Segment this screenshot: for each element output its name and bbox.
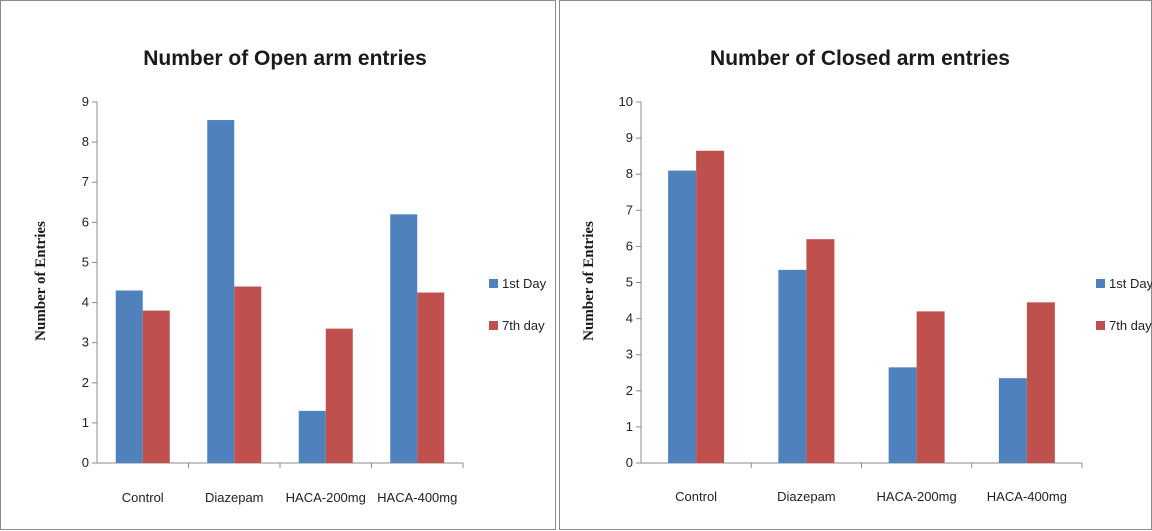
y-tick-label: 0 (82, 455, 89, 470)
y-tick-label: 6 (626, 238, 633, 253)
y-tick-label: 6 (82, 214, 89, 229)
x-tick-label: Diazepam (205, 490, 264, 505)
y-axis-label: Number of Entries (581, 221, 597, 341)
y-tick-label: 8 (82, 134, 89, 149)
x-tick-label: HACA-200mg (877, 489, 957, 504)
bar-7th-day (142, 310, 170, 463)
bar-7th-day (325, 328, 353, 463)
y-axis-label: Number of Entries (33, 221, 49, 341)
bar-1st-day (298, 410, 326, 463)
y-tick-label: 4 (82, 295, 89, 310)
chart-title: Number of Open arm entries (143, 47, 427, 70)
legend-swatch (1096, 279, 1105, 288)
y-tick-label: 7 (626, 202, 633, 217)
chart-title: Number of Closed arm entries (710, 47, 1010, 70)
bar-7th-day (417, 292, 445, 463)
closed-arm-chart: Number of Closed arm entries Number of E… (581, 47, 1152, 504)
x-tick-label: Control (122, 490, 164, 505)
y-tick-label: 9 (82, 94, 89, 109)
y-tick-label: 2 (82, 375, 89, 390)
bar-1st-day (668, 170, 697, 463)
bar-7th-day (234, 286, 262, 463)
legend-label: 1st Day (502, 276, 547, 291)
x-tick-label: Control (675, 489, 717, 504)
y-tick-label: 5 (626, 275, 633, 290)
y-tick-label: 1 (626, 419, 633, 434)
legend-label: 7th day (1109, 318, 1152, 333)
y-tick-label: 5 (82, 254, 89, 269)
bar-7th-day (916, 311, 945, 463)
x-tick-label: Diazepam (777, 489, 836, 504)
legend-swatch (489, 279, 498, 288)
x-tick-label: HACA-400mg (377, 490, 457, 505)
legend-swatch (1096, 321, 1105, 330)
open-arm-chart: Number of Open arm entries Number of Ent… (33, 47, 547, 505)
y-tick-label: 9 (626, 130, 633, 145)
closed-arm-chart-panel: Number of Closed arm entries Number of E… (559, 0, 1152, 530)
bar-1st-day (778, 269, 807, 463)
bar-1st-day (998, 378, 1027, 463)
bar-7th-day (696, 150, 725, 464)
bar-1st-day (888, 367, 917, 463)
y-tick-label: 1 (82, 415, 89, 430)
y-tick-label: 3 (82, 335, 89, 350)
bar-7th-day (806, 239, 835, 463)
bar-1st-day (207, 120, 235, 464)
y-tick-label: 4 (626, 311, 633, 326)
y-tick-label: 2 (626, 383, 633, 398)
x-tick-label: HACA-200mg (286, 490, 366, 505)
x-tick-label: HACA-400mg (987, 489, 1067, 504)
y-tick-label: 10 (619, 94, 633, 109)
y-tick-label: 8 (626, 166, 633, 181)
y-tick-label: 3 (626, 347, 633, 362)
legend-label: 1st Day (1109, 276, 1152, 291)
bar-1st-day (115, 290, 143, 463)
bar-7th-day (1026, 302, 1055, 463)
y-tick-label: 0 (626, 455, 633, 470)
y-tick-label: 7 (82, 174, 89, 189)
legend-swatch (489, 321, 498, 330)
legend-label: 7th day (502, 318, 545, 333)
bar-1st-day (390, 214, 418, 463)
open-arm-chart-panel: Number of Open arm entries Number of Ent… (0, 0, 556, 530)
